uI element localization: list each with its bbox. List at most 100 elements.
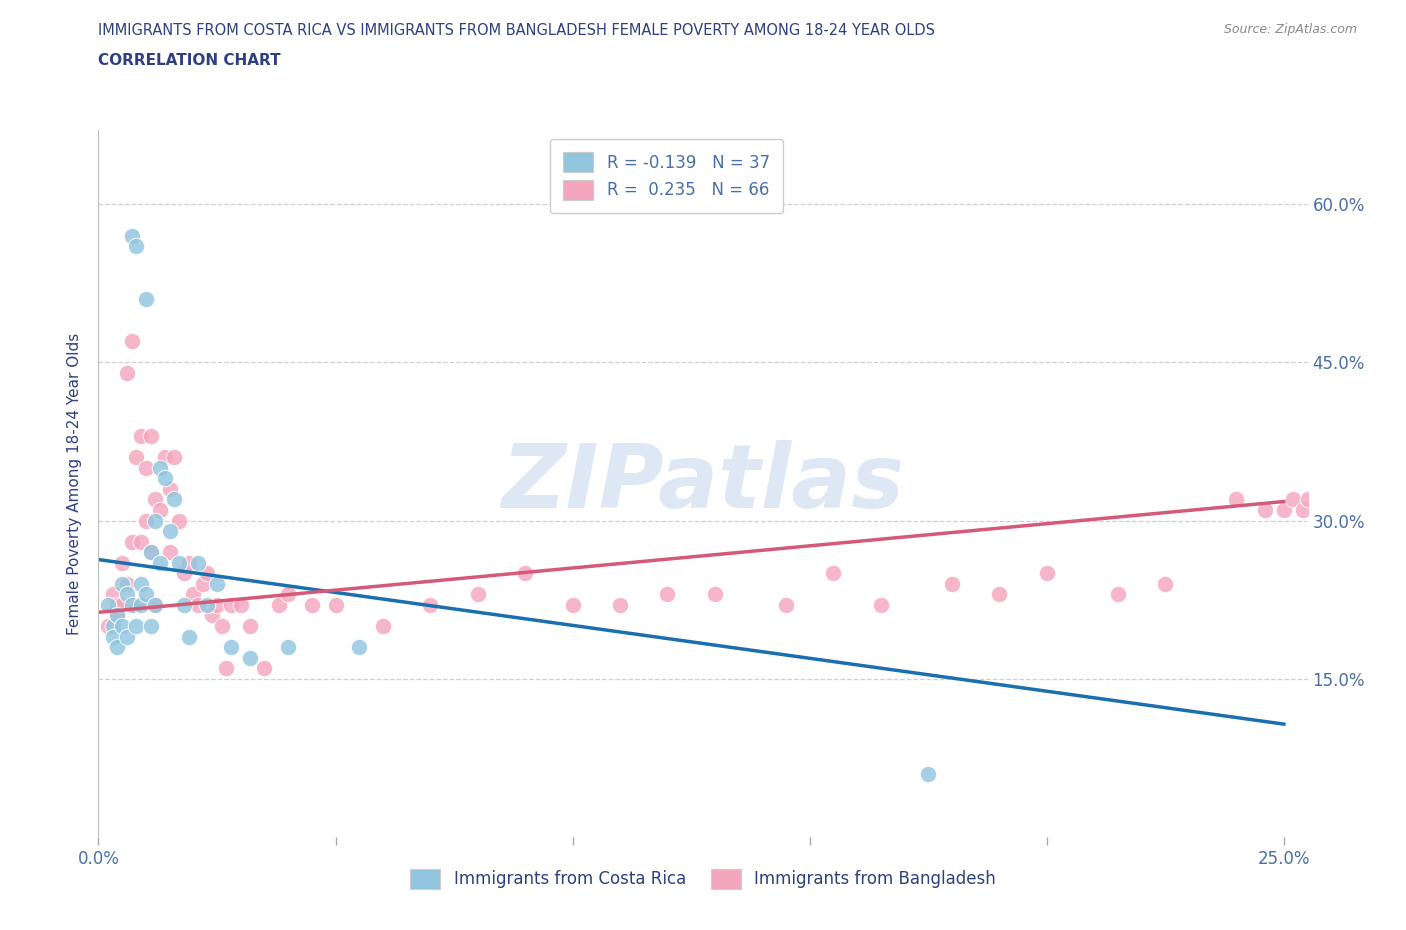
Point — [159, 545, 181, 560]
Point — [129, 597, 152, 612]
Point — [115, 577, 138, 591]
Point — [97, 597, 120, 612]
Point — [101, 629, 124, 644]
Point — [1272, 502, 1295, 517]
Point — [1292, 502, 1315, 517]
Point — [1036, 565, 1059, 580]
Point — [267, 597, 290, 612]
Point — [105, 608, 128, 623]
Point — [101, 587, 124, 602]
Point — [201, 608, 224, 623]
Point — [177, 629, 200, 644]
Point — [869, 597, 891, 612]
Point — [301, 597, 323, 612]
Point — [125, 597, 148, 612]
Point — [219, 640, 242, 655]
Point — [197, 565, 219, 580]
Point — [703, 587, 725, 602]
Point — [1282, 492, 1305, 507]
Point — [101, 618, 124, 633]
Point — [125, 618, 148, 633]
Point — [129, 534, 152, 549]
Point — [371, 618, 394, 633]
Point — [97, 618, 120, 633]
Point — [135, 291, 157, 306]
Point — [159, 482, 181, 497]
Point — [419, 597, 441, 612]
Legend: Immigrants from Costa Rica, Immigrants from Bangladesh: Immigrants from Costa Rica, Immigrants f… — [404, 862, 1002, 896]
Point — [105, 640, 128, 655]
Point — [229, 597, 252, 612]
Point — [125, 450, 148, 465]
Point — [125, 239, 148, 254]
Point — [163, 450, 186, 465]
Point — [135, 460, 157, 475]
Point — [135, 587, 157, 602]
Point — [187, 597, 209, 612]
Text: IMMIGRANTS FROM COSTA RICA VS IMMIGRANTS FROM BANGLADESH FEMALE POVERTY AMONG 18: IMMIGRANTS FROM COSTA RICA VS IMMIGRANTS… — [98, 23, 935, 38]
Point — [129, 429, 152, 444]
Point — [609, 597, 631, 612]
Point — [325, 597, 347, 612]
Point — [139, 545, 162, 560]
Point — [111, 555, 134, 570]
Point — [205, 597, 228, 612]
Point — [143, 513, 166, 528]
Point — [143, 597, 166, 612]
Point — [1154, 577, 1177, 591]
Point — [149, 555, 172, 570]
Point — [115, 587, 138, 602]
Point — [139, 545, 162, 560]
Point — [347, 640, 370, 655]
Point — [515, 565, 537, 580]
Point — [143, 597, 166, 612]
Point — [111, 597, 134, 612]
Point — [149, 502, 172, 517]
Point — [121, 228, 143, 243]
Point — [239, 650, 262, 665]
Point — [115, 365, 138, 380]
Point — [173, 565, 195, 580]
Text: ZIPatlas: ZIPatlas — [502, 440, 904, 527]
Point — [139, 618, 162, 633]
Point — [111, 618, 134, 633]
Point — [277, 640, 299, 655]
Point — [277, 587, 299, 602]
Point — [219, 597, 242, 612]
Point — [135, 513, 157, 528]
Point — [111, 577, 134, 591]
Point — [153, 471, 176, 485]
Point — [917, 766, 939, 781]
Point — [153, 450, 176, 465]
Point — [239, 618, 262, 633]
Point — [115, 629, 138, 644]
Point — [105, 608, 128, 623]
Point — [191, 577, 214, 591]
Point — [197, 597, 219, 612]
Point — [121, 534, 143, 549]
Point — [988, 587, 1011, 602]
Point — [173, 597, 195, 612]
Point — [163, 492, 186, 507]
Point — [253, 661, 276, 676]
Point — [177, 555, 200, 570]
Point — [129, 577, 152, 591]
Y-axis label: Female Poverty Among 18-24 Year Olds: Female Poverty Among 18-24 Year Olds — [67, 333, 83, 635]
Point — [1254, 502, 1277, 517]
Point — [187, 555, 209, 570]
Point — [211, 618, 233, 633]
Point — [561, 597, 583, 612]
Point — [121, 334, 143, 349]
Point — [159, 524, 181, 538]
Point — [657, 587, 679, 602]
Point — [941, 577, 963, 591]
Point — [1296, 492, 1319, 507]
Point — [205, 577, 228, 591]
Point — [823, 565, 845, 580]
Text: Source: ZipAtlas.com: Source: ZipAtlas.com — [1223, 23, 1357, 36]
Point — [121, 597, 143, 612]
Point — [149, 460, 172, 475]
Point — [1225, 492, 1247, 507]
Point — [139, 429, 162, 444]
Point — [105, 597, 128, 612]
